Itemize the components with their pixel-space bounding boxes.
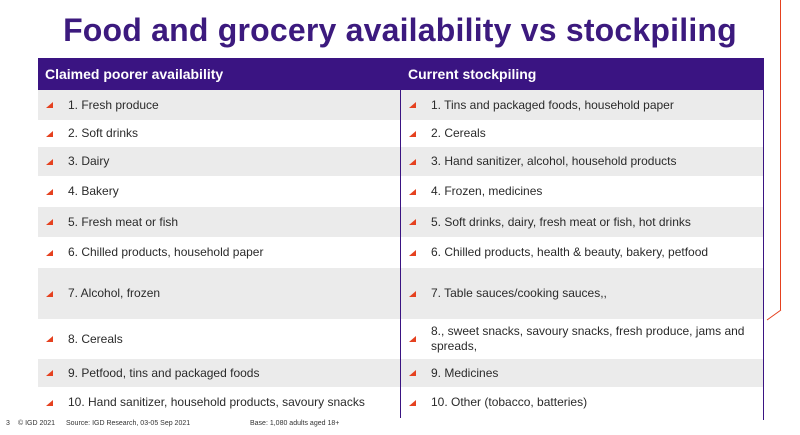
bullet-icon — [46, 336, 53, 342]
bullet-icon — [409, 370, 416, 376]
bullet-icon — [409, 158, 416, 165]
right-cell: 9. Medicines — [400, 359, 764, 387]
bullet-icon — [409, 336, 416, 342]
left-cell: 2. Soft drinks — [38, 120, 400, 147]
decorative-orange-line — [780, 0, 781, 310]
bullet-icon — [46, 188, 53, 195]
copyright: © IGD 2021 — [18, 420, 56, 427]
bullet-icon — [46, 102, 53, 108]
bullet-icon — [409, 188, 416, 195]
source-note: Source: IGD Research, 03-05 Sep 2021 — [66, 420, 191, 427]
bullet-icon — [409, 249, 416, 256]
column-header-current-stockpiling: Current stockpiling — [408, 66, 537, 82]
table-row: 5. Fresh meat or fish 5. Soft drinks, da… — [38, 207, 764, 237]
bullet-icon — [409, 290, 416, 297]
page-title: Food and grocery availability vs stockpi… — [63, 12, 737, 48]
table-row: 2. Soft drinks 2. Cereals — [38, 120, 764, 147]
column-header-claimed-poorer-availability: Claimed poorer availability — [45, 66, 224, 82]
right-cell: 4. Frozen, medicines — [400, 176, 764, 207]
bullet-icon — [46, 370, 53, 376]
table-row: 9. Petfood, tins and packaged foods 9. M… — [38, 359, 764, 387]
table-right-border — [763, 90, 764, 420]
comparison-table: Claimed poorer availability Current stoc… — [38, 58, 764, 418]
right-cell: 3. Hand sanitizer, alcohol, household pr… — [400, 147, 764, 176]
table-row: 4. Bakery 4. Frozen, medicines — [38, 176, 764, 207]
right-cell: 10. Other (tobacco, batteries) — [400, 387, 764, 418]
right-cell: 5. Soft drinks, dairy, fresh meat or fis… — [400, 207, 764, 237]
left-cell: 1. Fresh produce — [38, 90, 400, 120]
right-cell: 1. Tins and packaged foods, household pa… — [400, 90, 764, 120]
bullet-icon — [46, 249, 53, 256]
table-row: 6. Chilled products, household paper 6. … — [38, 237, 764, 268]
left-cell: 10. Hand sanitizer, household products, … — [38, 387, 400, 418]
table-row: 7. Alcohol, frozen 7. Table sauces/cooki… — [38, 268, 764, 319]
left-cell: 6. Chilled products, household paper — [38, 237, 400, 268]
bullet-icon — [409, 102, 416, 108]
page-number: 3 — [6, 420, 10, 427]
table-header: Claimed poorer availability Current stoc… — [38, 58, 764, 90]
table-row: 3. Dairy 3. Hand sanitizer, alcohol, hou… — [38, 147, 764, 176]
left-cell: 7. Alcohol, frozen — [38, 268, 400, 319]
left-cell: 4. Bakery — [38, 176, 400, 207]
bullet-icon — [46, 399, 53, 406]
bullet-icon — [46, 158, 53, 165]
right-cell: 8., sweet snacks, savoury snacks, fresh … — [400, 319, 764, 359]
bullet-icon — [409, 219, 416, 225]
right-cell: 6. Chilled products, health & beauty, ba… — [400, 237, 764, 268]
left-cell: 5. Fresh meat or fish — [38, 207, 400, 237]
bullet-icon — [46, 219, 53, 225]
decorative-orange-corner — [766, 310, 782, 321]
right-cell: 7. Table sauces/cooking sauces,, — [400, 268, 764, 319]
table-row: 1. Fresh produce 1. Tins and packaged fo… — [38, 90, 764, 120]
left-cell: 9. Petfood, tins and packaged foods — [38, 359, 400, 387]
base-note: Base: 1,080 adults aged 18+ — [250, 420, 340, 427]
table-row: 10. Hand sanitizer, household products, … — [38, 387, 764, 418]
bullet-icon — [46, 130, 53, 137]
bullet-icon — [46, 290, 53, 297]
right-cell: 2. Cereals — [400, 120, 764, 147]
bullet-icon — [409, 130, 416, 137]
left-cell: 8. Cereals — [38, 319, 400, 359]
bullet-icon — [409, 399, 416, 406]
left-cell: 3. Dairy — [38, 147, 400, 176]
table-row: 8. Cereals 8., sweet snacks, savoury sna… — [38, 319, 764, 359]
